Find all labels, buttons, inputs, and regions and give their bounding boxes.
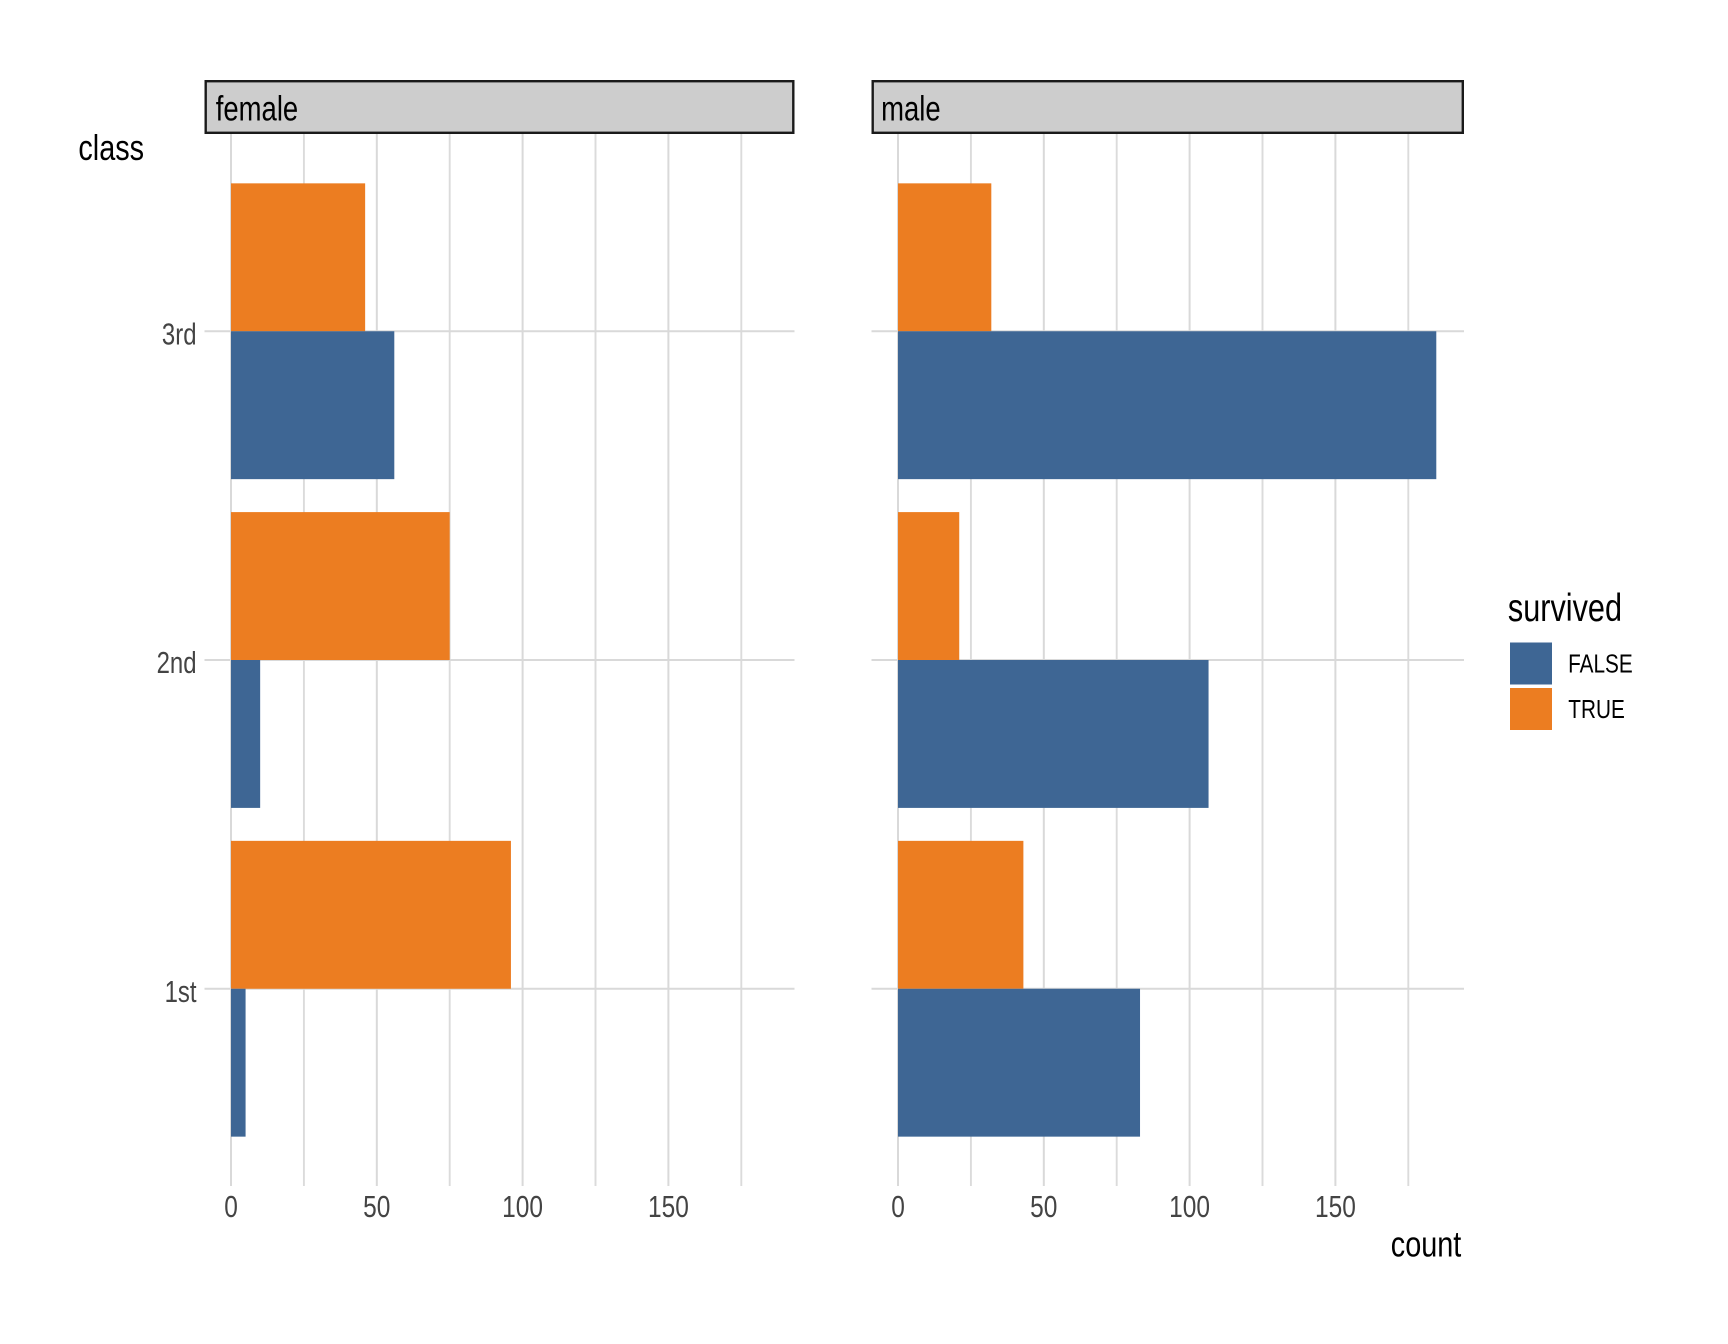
svg-text:3rd: 3rd [162,317,197,351]
svg-text:1st: 1st [165,974,197,1008]
svg-text:TRUE: TRUE [1568,696,1625,725]
svg-text:150: 150 [1315,1189,1356,1223]
svg-text:survived: survived [1508,587,1622,630]
svg-text:50: 50 [1030,1189,1057,1223]
svg-text:100: 100 [1169,1189,1210,1223]
svg-text:female: female [216,89,298,128]
svg-text:150: 150 [648,1189,689,1223]
svg-text:50: 50 [363,1189,390,1223]
svg-text:male: male [881,89,941,128]
svg-text:100: 100 [502,1189,543,1223]
svg-text:0: 0 [224,1189,238,1223]
svg-text:FALSE: FALSE [1568,650,1633,679]
svg-text:2nd: 2nd [157,645,197,679]
svg-text:count: count [1391,1223,1462,1264]
svg-text:class: class [78,127,144,168]
svg-text:0: 0 [891,1189,905,1223]
